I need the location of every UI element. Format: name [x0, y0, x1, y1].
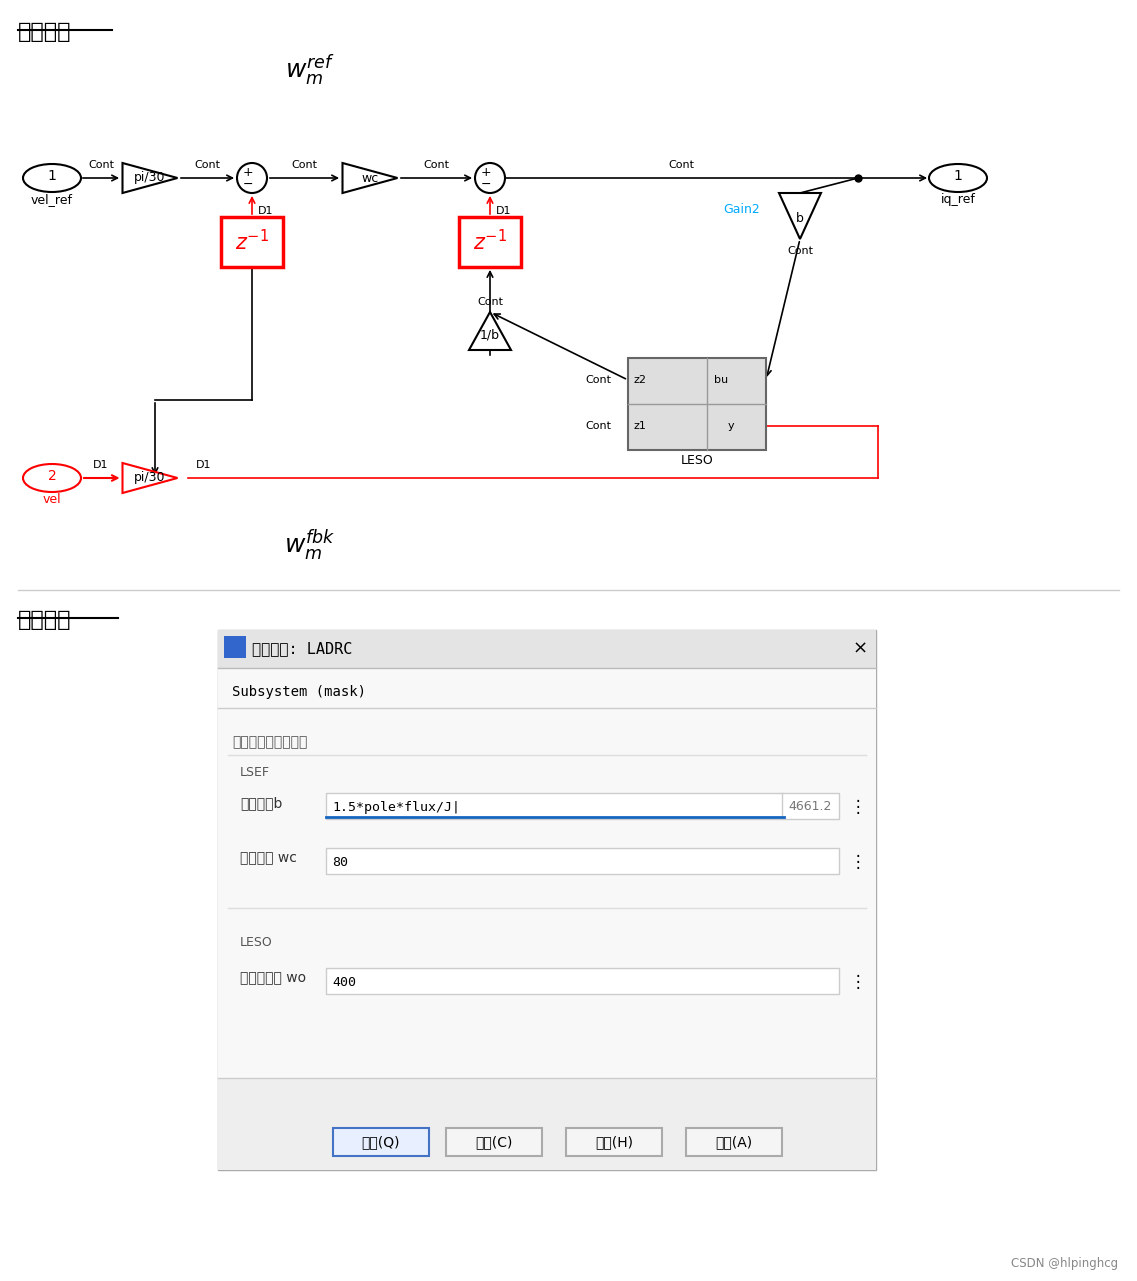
Text: Cont: Cont	[194, 160, 219, 170]
Ellipse shape	[23, 464, 81, 492]
Text: D1: D1	[496, 206, 512, 216]
FancyBboxPatch shape	[218, 667, 875, 1170]
Polygon shape	[779, 193, 821, 240]
Text: Cont: Cont	[586, 421, 611, 430]
Text: Cont: Cont	[787, 246, 813, 256]
Text: Cont: Cont	[478, 297, 503, 307]
Text: +: +	[480, 165, 491, 178]
Text: bu: bu	[714, 375, 728, 386]
FancyBboxPatch shape	[333, 1129, 429, 1155]
Text: iq_ref: iq_ref	[940, 193, 976, 206]
Text: 应用(A): 应用(A)	[715, 1135, 753, 1149]
FancyBboxPatch shape	[446, 1129, 542, 1155]
Text: 取消(C): 取消(C)	[475, 1135, 513, 1149]
Text: 模型搭建: 模型搭建	[18, 22, 72, 42]
Text: Cont: Cont	[423, 160, 449, 170]
Text: 1.5*pole*flux/J|: 1.5*pole*flux/J|	[332, 801, 460, 813]
Text: 80: 80	[332, 856, 348, 869]
Text: $w_m^{ref}$: $w_m^{ref}$	[285, 53, 335, 88]
Text: 补偿系数b: 补偿系数b	[240, 796, 282, 810]
Text: 帮助(H): 帮助(H)	[595, 1135, 633, 1149]
Text: ⋮: ⋮	[849, 798, 866, 816]
Circle shape	[236, 163, 267, 193]
Text: pi/30: pi/30	[134, 471, 166, 484]
Polygon shape	[342, 163, 398, 193]
Text: 参数设置: 参数设置	[18, 610, 72, 630]
Ellipse shape	[23, 164, 81, 192]
Polygon shape	[123, 163, 177, 193]
Text: 400: 400	[332, 976, 356, 989]
Text: 确定(Q): 确定(Q)	[362, 1135, 400, 1149]
Text: Gain2: Gain2	[723, 202, 761, 215]
Text: 1: 1	[48, 169, 57, 183]
Text: +: +	[242, 165, 252, 178]
Text: y: y	[728, 421, 735, 430]
FancyBboxPatch shape	[221, 216, 283, 266]
Text: LSEF: LSEF	[240, 766, 269, 780]
Text: D1: D1	[93, 460, 109, 470]
Circle shape	[475, 163, 505, 193]
Text: z2: z2	[633, 375, 646, 386]
Text: D1: D1	[196, 460, 211, 470]
FancyBboxPatch shape	[218, 630, 875, 667]
FancyBboxPatch shape	[326, 848, 839, 874]
Text: 观测器带宽 wo: 观测器带宽 wo	[240, 971, 306, 985]
Text: $w_m^{fbk}$: $w_m^{fbk}$	[284, 528, 335, 562]
Text: Subsystem (mask): Subsystem (mask)	[232, 685, 366, 699]
FancyBboxPatch shape	[566, 1129, 662, 1155]
FancyBboxPatch shape	[326, 793, 839, 819]
Text: D1: D1	[258, 206, 274, 216]
Text: Cont: Cont	[88, 160, 114, 170]
Text: ⋮: ⋮	[849, 853, 866, 871]
Text: ×: ×	[853, 640, 868, 658]
Ellipse shape	[929, 164, 987, 192]
FancyBboxPatch shape	[218, 1079, 875, 1170]
Text: LESO: LESO	[240, 936, 273, 949]
Text: 速度环自抗扰控制器: 速度环自抗扰控制器	[232, 735, 307, 749]
Text: $z^{-1}$: $z^{-1}$	[235, 229, 269, 255]
Text: b: b	[796, 211, 804, 224]
Text: vel_ref: vel_ref	[31, 193, 73, 206]
Text: 模块参数: LADRC: 模块参数: LADRC	[252, 642, 352, 656]
Text: −: −	[480, 178, 491, 191]
Text: wc: wc	[362, 172, 379, 184]
Text: LESO: LESO	[681, 453, 713, 466]
Text: Cont: Cont	[291, 160, 317, 170]
Text: 4661.2: 4661.2	[788, 801, 831, 813]
Text: CSDN @hlpinghcg: CSDN @hlpinghcg	[1011, 1257, 1118, 1269]
Text: −: −	[242, 178, 252, 191]
Polygon shape	[123, 462, 177, 493]
FancyBboxPatch shape	[459, 216, 521, 266]
Text: Cont: Cont	[669, 160, 694, 170]
Text: 调节增益 wc: 调节增益 wc	[240, 851, 297, 865]
Text: $z^{-1}$: $z^{-1}$	[473, 229, 507, 255]
FancyBboxPatch shape	[326, 968, 839, 994]
Text: 2: 2	[48, 469, 57, 483]
Text: 1/b: 1/b	[480, 328, 500, 341]
Text: Cont: Cont	[586, 375, 611, 386]
Polygon shape	[468, 313, 511, 350]
Text: ⋮: ⋮	[849, 974, 866, 991]
FancyBboxPatch shape	[218, 630, 875, 1170]
FancyBboxPatch shape	[628, 357, 766, 450]
FancyBboxPatch shape	[686, 1129, 782, 1155]
Text: 1: 1	[954, 169, 962, 183]
Text: z1: z1	[633, 421, 646, 430]
Text: pi/30: pi/30	[134, 172, 166, 184]
FancyBboxPatch shape	[224, 635, 246, 658]
Text: vel: vel	[43, 493, 61, 506]
